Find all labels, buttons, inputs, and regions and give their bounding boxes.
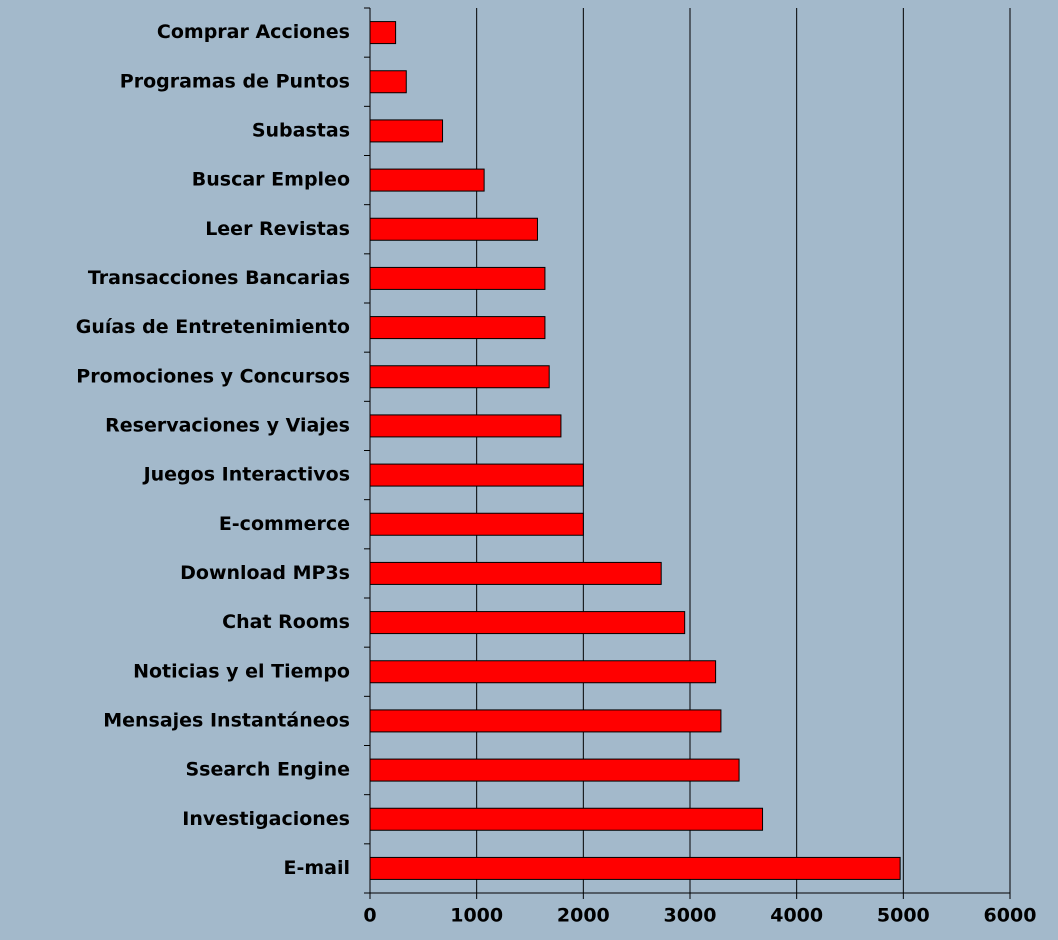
bar xyxy=(369,217,538,241)
y-tick-label: Transacciones Bancarias xyxy=(88,267,350,289)
y-tick-label: E-commerce xyxy=(219,513,350,535)
y-tick-label: Leer Revistas xyxy=(205,218,350,240)
y-tick-label: Comprar Acciones xyxy=(157,21,350,43)
y-tick-label: Promociones y Concursos xyxy=(76,365,350,387)
bar xyxy=(369,168,485,192)
y-tick-label: Subastas xyxy=(252,119,350,141)
x-tick-label: 4000 xyxy=(770,905,823,927)
bar xyxy=(369,316,546,340)
x-tick-label: 0 xyxy=(363,905,376,927)
x-tick-label: 2000 xyxy=(557,905,610,927)
y-tick-label: Programas de Puntos xyxy=(120,70,350,92)
bar xyxy=(369,512,584,536)
bar xyxy=(369,414,562,438)
bar xyxy=(369,856,901,880)
bar xyxy=(369,561,662,585)
bar xyxy=(369,463,584,487)
y-tick-label: E-mail xyxy=(283,857,350,879)
bar xyxy=(369,21,397,45)
bar xyxy=(369,660,717,684)
y-tick-label: Investigaciones xyxy=(182,808,350,830)
bar xyxy=(369,70,407,94)
bar xyxy=(369,807,764,831)
bar xyxy=(369,119,444,143)
x-tick-label: 5000 xyxy=(877,905,930,927)
x-tick-label: 6000 xyxy=(984,905,1037,927)
y-tick-label: Buscar Empleo xyxy=(192,169,350,191)
y-tick-label: Reservaciones y Viajes xyxy=(105,414,350,436)
y-tick-label: Download MP3s xyxy=(180,562,350,584)
bar xyxy=(369,758,740,782)
y-tick-label: Noticias y el Tiempo xyxy=(133,660,350,682)
y-tick-label: Mensajes Instantáneos xyxy=(103,709,350,731)
bar xyxy=(369,365,550,389)
y-tick-label: Guías de Entretenimiento xyxy=(76,316,350,338)
bar xyxy=(369,266,546,290)
y-tick-label: Chat Rooms xyxy=(222,611,350,633)
x-tick-label: 1000 xyxy=(450,905,503,927)
bar xyxy=(369,611,686,635)
y-tick-label: Ssearch Engine xyxy=(185,759,350,781)
bar xyxy=(369,709,722,733)
y-tick-label: Juegos Interactivos xyxy=(142,464,350,486)
x-tick-label: 3000 xyxy=(664,905,717,927)
